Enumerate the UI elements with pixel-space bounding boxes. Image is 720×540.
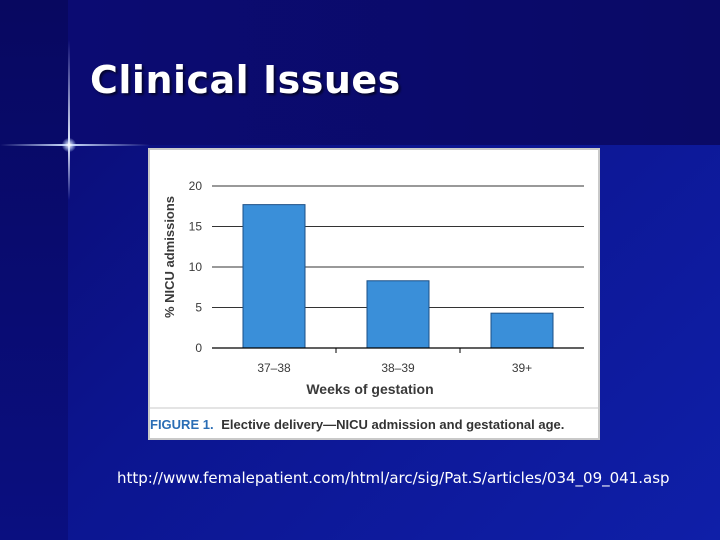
decor-vertical-line [68,40,70,200]
y-tick-label: 5 [195,301,202,315]
y-axis-label: % NICU admissions [162,196,177,318]
figure-panel: 0 5 10 15 20 37–38 38–39 39+ % NICU admissions … [148,148,600,440]
slide-title: Clinical Issues [90,58,401,102]
source-url: http://www.femalepatient.com/html/arc/si… [117,469,670,487]
x-axis-label: Weeks of gestation [306,381,433,397]
decor-sparkle [62,138,76,152]
y-tick-label: 15 [189,220,203,234]
left-decor-band [0,0,68,540]
top-decor-band [68,0,720,145]
bar-2 [366,280,430,349]
x-tick-label: 37–38 [257,361,291,375]
bar-1 [242,204,306,349]
x-tick-label: 39+ [512,361,532,375]
y-tick-label: 0 [195,341,202,355]
caption-label: FIGURE 1. [150,417,214,432]
y-tick-label: 10 [189,260,203,274]
bar-3 [490,312,554,349]
x-tick-label: 38–39 [381,361,415,375]
caption-text: Elective delivery—NICU admission and ges… [221,417,564,432]
figure-caption: FIGURE 1. Elective delivery—NICU admissi… [150,417,564,432]
y-tick-label: 20 [189,179,203,193]
